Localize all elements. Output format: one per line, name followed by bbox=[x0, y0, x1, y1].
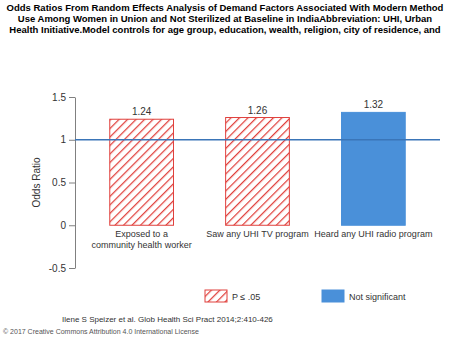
chart: Odds Ratios From Random Effects Analysis… bbox=[0, 0, 450, 338]
y-tick-mark bbox=[69, 225, 75, 226]
y-tick: 0 bbox=[60, 220, 75, 231]
title: Health Initiative.Model controls for age… bbox=[9, 24, 440, 35]
legend-swatch bbox=[322, 290, 344, 302]
data-label: 1.24 bbox=[132, 106, 152, 117]
legend-swatch bbox=[205, 290, 227, 302]
copyright: © 2017 Creative Commons Attribution 4.0 … bbox=[3, 328, 199, 335]
citation: Ilene S Speizer et al. Glob Health Sci P… bbox=[62, 315, 273, 324]
legend-item: P ≤ .05 bbox=[205, 290, 260, 302]
title: Odds Ratios From Random Effects Analysis… bbox=[7, 2, 444, 13]
x-tick-label: Heard any UHI radio program bbox=[314, 229, 432, 239]
bar bbox=[226, 118, 290, 226]
data-label: 1.32 bbox=[364, 99, 384, 110]
y-tick-mark bbox=[69, 97, 75, 98]
y-tick: -0.5 bbox=[49, 263, 75, 274]
legend-label: Not significant bbox=[349, 292, 406, 302]
y-tick-label: -0.5 bbox=[49, 263, 67, 274]
y-tick-label: 0.5 bbox=[52, 177, 66, 188]
y-axis: -0.5 0 0.5 1 1.5 bbox=[49, 92, 76, 274]
x-tick-label: Exposed to acommunity health worker bbox=[92, 229, 192, 250]
data-label: 1.26 bbox=[248, 105, 268, 116]
y-tick-label: 1.5 bbox=[52, 92, 66, 103]
legend-label: P ≤ .05 bbox=[232, 292, 260, 302]
y-tick: 1 bbox=[60, 134, 75, 145]
y-tick-mark bbox=[69, 183, 75, 184]
y-tick: 1.5 bbox=[52, 92, 75, 103]
y-tick: 0.5 bbox=[52, 177, 75, 188]
legend-item: Not significant bbox=[322, 290, 406, 302]
reference-line bbox=[75, 139, 440, 141]
bar bbox=[342, 112, 406, 225]
x-tick-label: Saw any UHI TV program bbox=[206, 229, 308, 239]
y-tick-mark bbox=[69, 268, 75, 269]
bars bbox=[75, 112, 440, 225]
title: Use Among Women in Union and Not Sterili… bbox=[18, 13, 433, 24]
y-tick-mark bbox=[69, 140, 75, 141]
bar bbox=[110, 119, 174, 225]
y-tick-label: 1 bbox=[60, 134, 66, 145]
y-tick-label: 0 bbox=[60, 220, 66, 231]
y-axis-title: Odds Ratio bbox=[31, 157, 42, 207]
y-axis-line bbox=[75, 98, 76, 269]
